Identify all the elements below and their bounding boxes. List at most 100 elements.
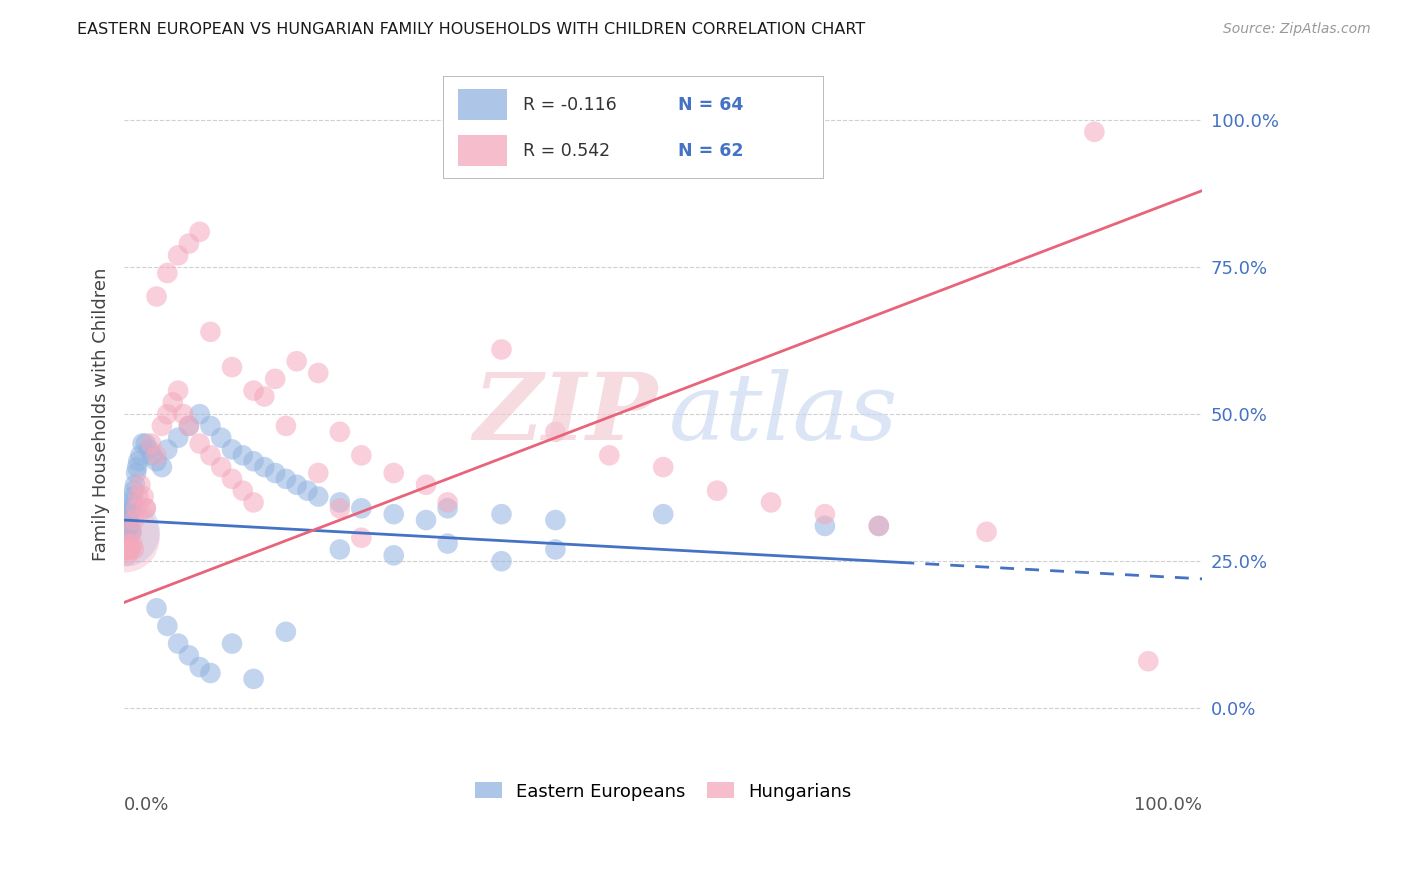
Point (242, 454, 264, 468)
Point (117, 549, 139, 563)
Point (117, 519, 139, 533)
Point (114, 524, 136, 539)
Text: 100.0%: 100.0% (1135, 797, 1202, 814)
Point (115, 524, 138, 539)
Point (382, 507, 405, 521)
Point (115, 542, 138, 557)
Point (117, 513, 139, 527)
Point (491, 507, 513, 521)
Point (167, 637, 190, 651)
Point (544, 542, 567, 557)
Point (329, 425, 352, 439)
Point (127, 460, 149, 475)
Point (129, 477, 152, 491)
Point (544, 513, 567, 527)
Point (167, 384, 190, 398)
Point (209, 460, 232, 475)
Point (350, 531, 373, 545)
Point (167, 431, 190, 445)
Point (221, 637, 243, 651)
Text: ZIP: ZIP (474, 369, 658, 459)
Point (274, 624, 297, 639)
Point (350, 448, 373, 462)
Y-axis label: Family Households with Children: Family Households with Children (93, 268, 110, 561)
Point (138, 442, 160, 457)
Point (329, 542, 352, 557)
Point (436, 536, 458, 550)
Point (135, 501, 157, 516)
Text: N = 62: N = 62 (678, 142, 744, 160)
Point (115, 542, 138, 557)
Point (177, 418, 200, 433)
Point (188, 436, 211, 450)
Point (544, 425, 567, 439)
Point (382, 549, 405, 563)
Point (177, 236, 200, 251)
Point (129, 448, 152, 462)
Point (145, 601, 167, 615)
Point (253, 390, 276, 404)
Point (121, 501, 143, 516)
Point (598, 448, 620, 462)
Point (145, 448, 167, 462)
Text: R = 0.542: R = 0.542 (523, 142, 610, 160)
Point (121, 490, 143, 504)
Point (162, 395, 184, 409)
Point (117, 513, 139, 527)
Point (232, 448, 254, 462)
Point (221, 472, 243, 486)
Point (122, 542, 145, 557)
Point (177, 418, 200, 433)
Point (253, 460, 276, 475)
Point (759, 495, 782, 509)
Point (177, 648, 200, 663)
Point (118, 507, 141, 521)
Point (124, 477, 146, 491)
Point (120, 542, 142, 557)
Text: Source: ZipAtlas.com: Source: ZipAtlas.com (1223, 22, 1371, 37)
Point (491, 554, 513, 568)
Point (141, 436, 163, 450)
Point (188, 660, 211, 674)
Text: 0.0%: 0.0% (124, 797, 170, 814)
Point (274, 472, 297, 486)
Point (242, 495, 264, 509)
Legend: Eastern Europeans, Hungarians: Eastern Europeans, Hungarians (467, 775, 859, 808)
Point (868, 519, 890, 533)
Point (1137, 654, 1160, 668)
Point (491, 343, 513, 357)
Point (652, 460, 675, 475)
Point (200, 665, 222, 680)
Point (188, 407, 211, 421)
Point (150, 460, 173, 475)
Point (132, 490, 155, 504)
Point (415, 477, 437, 491)
Point (274, 418, 297, 433)
Point (415, 513, 437, 527)
Point (156, 407, 179, 421)
Point (125, 501, 148, 516)
Point (131, 436, 153, 450)
Point (121, 536, 143, 550)
Point (114, 524, 136, 539)
Point (264, 466, 287, 480)
Point (329, 501, 352, 516)
Point (156, 266, 179, 280)
Point (307, 466, 329, 480)
Point (167, 248, 190, 262)
Point (120, 495, 142, 509)
Point (200, 448, 222, 462)
Point (200, 325, 222, 339)
Point (150, 418, 173, 433)
Point (141, 448, 163, 462)
Point (221, 442, 243, 457)
Bar (458, 89, 508, 120)
Point (118, 507, 141, 521)
Point (307, 366, 329, 380)
Point (114, 531, 136, 545)
Point (329, 495, 352, 509)
Text: atlas: atlas (669, 369, 898, 459)
Point (307, 490, 329, 504)
Point (221, 360, 243, 375)
Point (121, 524, 143, 539)
